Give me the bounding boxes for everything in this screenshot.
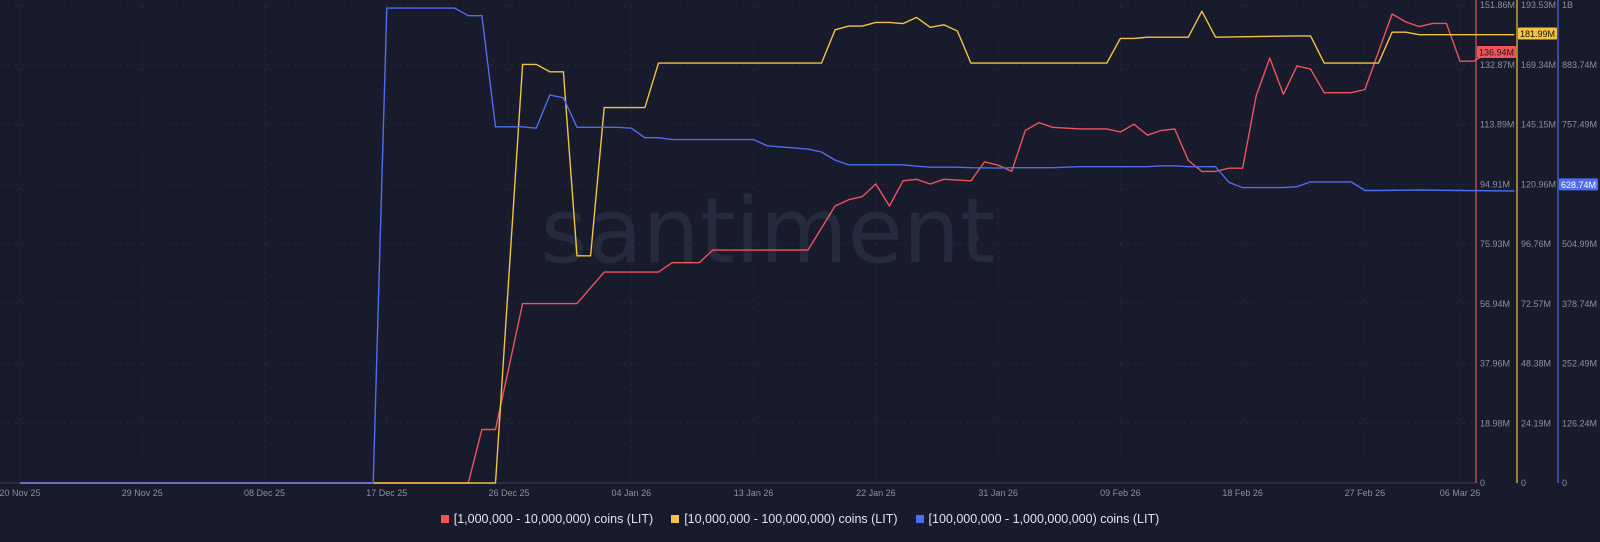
current-value-label-blue: 628.74M [1561,180,1596,190]
y-tick-label-red: 132.87M [1480,60,1515,70]
y-tick-label-blue: 126.24M [1562,418,1597,428]
y-axes: 151.86M 132.87M 113.89M 94.91M 75.93M 56.94M 3… [1475,0,1597,488]
y-tick-label-blue: 1B [1562,0,1573,10]
x-tick-label: 22 Jan 26 [856,488,896,498]
santiment-watermark: santiment [541,179,996,284]
y-tick-label-yellow: 24.19M [1521,418,1551,428]
legend-label-red: [1,000,000 - 10,000,000) coins (LIT) [453,512,654,526]
y-tick-label-yellow: 145.15M [1521,120,1556,130]
legend-swatch-yellow [671,515,680,523]
x-tick-label: 04 Jan 26 [612,488,652,498]
y-tick-label-yellow: 72.57M [1521,299,1551,309]
current-value-tag-yellow [1518,27,1557,40]
legend-label-yellow: [10,000,000 - 100,000,000) coins (LIT) [684,512,898,526]
current-value-tags: 136.94M 181.99M 628.74M [1477,27,1598,191]
y-tick-label-red: 37.96M [1480,359,1510,369]
y-tick-label-red: 18.98M [1480,418,1510,428]
legend-swatch-blue [915,515,924,523]
legend-swatch-red [440,515,449,523]
y-tick-label-blue: 883.74M [1562,60,1597,70]
y-tick-label-blue: 504.99M [1562,239,1597,249]
current-value-label-yellow: 181.99M [1520,29,1555,39]
x-tick-label: 13 Jan 26 [734,488,774,498]
current-value-tag-red [1477,45,1516,58]
series-line-yellow [20,10,1515,484]
series-lines [20,7,1515,484]
y-tick-label-red: 75.93M [1480,239,1510,249]
x-tick-label: 31 Jan 26 [978,488,1018,498]
lit-holder-distribution-chart: santiment 20 Nov 25 29 Nov 25 08 Dec 25 17 … [0,0,1598,498]
y-tick-label-yellow: 96.76M [1521,239,1551,249]
x-tick-label: 29 Nov 25 [122,488,163,498]
series-line-red [20,13,1515,484]
y-tick-label-blue: 757.49M [1562,120,1597,130]
y-tick-label-blue: 252.49M [1562,359,1597,369]
x-tick-label: 06 Mar 26 [1440,488,1481,498]
y-tick-label-blue: 378.74M [1562,299,1597,309]
y-tick-label-red: 151.86M [1480,0,1515,10]
legend-item-red[interactable]: [1,000,000 - 10,000,000) coins (LIT) [440,512,654,526]
x-tick-label: 20 Nov 25 [0,488,41,498]
current-value-label-red: 136.94M [1479,47,1514,57]
legend: [1,000,000 - 10,000,000) coins (LIT) [10… [0,512,1600,526]
x-tick-label: 26 Dec 25 [489,488,530,498]
grid [0,4,1476,483]
y-tick-label-yellow: 0 [1521,478,1526,488]
legend-item-blue[interactable]: [100,000,000 - 1,000,000,000) coins (LIT… [915,512,1160,526]
y-tick-label-yellow: 120.96M [1521,179,1556,189]
x-tick-label: 27 Feb 26 [1345,488,1386,498]
x-tick-label: 18 Feb 26 [1222,488,1263,498]
y-tick-label-yellow: 193.53M [1521,0,1556,10]
x-tick-label: 17 Dec 25 [366,488,407,498]
series-line-blue [20,7,1515,484]
y-tick-label-red: 0 [1480,478,1485,488]
y-tick-label-red: 56.94M [1480,299,1510,309]
y-tick-label-red: 94.91M [1480,179,1510,189]
current-value-tag-blue [1559,178,1598,191]
y-tick-label-yellow: 48.38M [1521,359,1551,369]
legend-item-yellow[interactable]: [10,000,000 - 100,000,000) coins (LIT) [671,512,898,526]
x-axis-ticks: 20 Nov 25 29 Nov 25 08 Dec 25 17 Dec 25 26 D… [0,488,1480,498]
y-tick-label-yellow: 169.34M [1521,60,1556,70]
legend-label-blue: [100,000,000 - 1,000,000,000) coins (LIT… [928,512,1160,526]
x-tick-label: 09 Feb 26 [1100,488,1141,498]
y-tick-label-blue: 0 [1562,478,1567,488]
x-tick-label: 08 Dec 25 [244,488,285,498]
y-tick-label-red: 113.89M [1480,120,1514,130]
watermark-dot [969,233,979,243]
